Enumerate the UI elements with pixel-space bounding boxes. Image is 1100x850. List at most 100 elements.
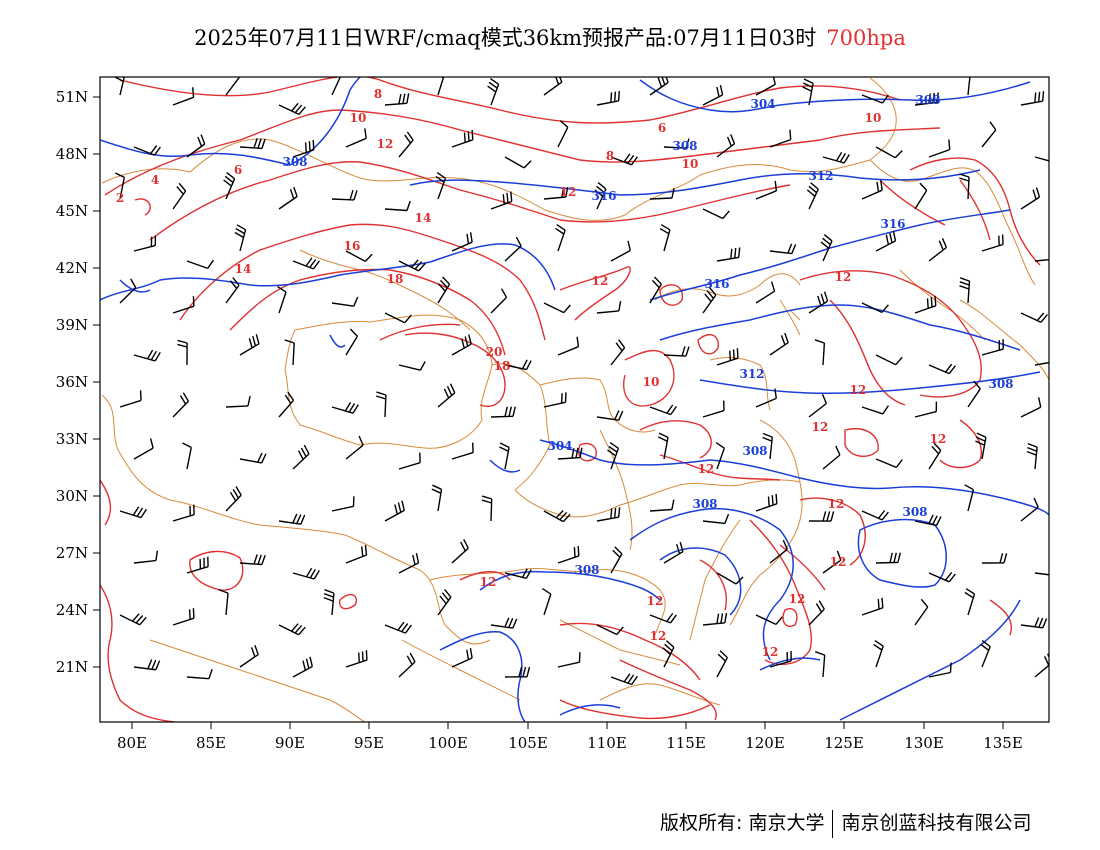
chart-title: 2025年07月11日WRF/cmaq模式36km预报产品:07月11日03时 7… (0, 22, 1100, 52)
wind-barb (437, 383, 456, 408)
temperature-label: 12 (830, 555, 847, 569)
wind-barb (345, 128, 367, 148)
temperature-label: 16 (344, 239, 361, 253)
temperature-label: 10 (350, 111, 367, 125)
wind-barb (663, 541, 684, 564)
wind-barb (663, 346, 690, 357)
wind-barb (806, 182, 819, 210)
lat-tick-label: 51N (56, 88, 88, 106)
wind-barb (808, 291, 829, 314)
temperature-label: 12 (812, 420, 829, 434)
wind-barb (542, 588, 552, 616)
wind-barb (225, 77, 240, 96)
wind-barb (980, 640, 991, 668)
wind-barb (557, 545, 580, 564)
lon-tick-label: 115E (666, 734, 706, 752)
wind-barb (822, 151, 850, 164)
temperature-label: 12 (835, 270, 852, 284)
wind-barb (981, 553, 1008, 564)
wind-barb (172, 392, 190, 418)
wind-barb (928, 571, 956, 583)
wind-barb (177, 339, 188, 366)
wind-barb (928, 139, 951, 158)
wind-barb (875, 552, 901, 564)
temperature-label: 20 (486, 345, 503, 359)
wind-barb (610, 240, 631, 262)
wind-barb (133, 550, 159, 564)
wind-barb (435, 172, 447, 200)
wind-barb (555, 224, 566, 252)
lat-tick-label: 33N (56, 430, 88, 448)
wind-barb (914, 182, 928, 210)
wind-barb (808, 600, 825, 626)
wind-barb (1034, 572, 1049, 576)
wind-barb (331, 402, 359, 414)
wind-barb (1020, 312, 1048, 323)
lat-tick-label: 39N (56, 316, 88, 334)
geopotential-label: 308 (915, 93, 940, 107)
lat-tick-label: 30N (56, 487, 88, 505)
lat-tick-label: 36N (56, 373, 88, 391)
wind-barb (861, 510, 889, 521)
wind-barb (755, 493, 778, 512)
wind-barb (861, 302, 889, 314)
temperature-label: 12 (480, 575, 497, 589)
wind-barb (218, 588, 229, 616)
borders-layer (101, 77, 1049, 722)
wind-barb (543, 77, 563, 96)
wind-barb (557, 652, 581, 668)
lon-tick-label: 135E (983, 734, 1023, 752)
wind-barb (967, 380, 981, 408)
wind-barb (762, 432, 773, 460)
temperature-label: 6 (234, 163, 242, 177)
wind-barb (1034, 156, 1049, 162)
temperature-label: 18 (494, 359, 511, 373)
wind-barb (292, 656, 313, 678)
wind-barb (649, 612, 677, 624)
temperature-label: 18 (387, 272, 404, 286)
wind-barb (119, 278, 137, 304)
wind-barb (384, 500, 405, 522)
wind-barb (398, 361, 426, 371)
wind-barb (481, 495, 493, 522)
temperature-label: 14 (235, 262, 252, 276)
wind-barb (543, 186, 569, 200)
lon-tick-label: 80E (117, 734, 147, 752)
wind-barb (239, 334, 260, 356)
wind-barb (769, 650, 792, 668)
wind-barb (596, 507, 621, 522)
wind-barb (331, 496, 355, 512)
wind-barb (755, 388, 777, 408)
geopotential-contours-layer (100, 77, 1049, 722)
temperature-label: 12 (789, 592, 806, 606)
copyright-right: 南京创蓝科技有限公司 (841, 812, 1032, 834)
wind-barb (490, 406, 516, 418)
wind-barb (172, 182, 187, 210)
wind-barb (802, 78, 814, 106)
wind-barb (663, 138, 690, 149)
geopotential-label: 308 (672, 139, 697, 153)
temperature-label: 4 (151, 173, 159, 187)
wind-barb (716, 650, 729, 678)
wind-barb (331, 189, 358, 201)
wind-barb (716, 134, 736, 158)
wind-barb (504, 666, 531, 678)
wind-barb (928, 363, 956, 375)
lat-tick-label: 42N (56, 259, 88, 277)
temperature-label: 6 (658, 121, 666, 135)
wind-barb (861, 597, 884, 616)
lat-axis: 51N 48N 45N 42N 39N 36N 33N 30N 27N 24N 21N (56, 88, 100, 676)
wind-barb (384, 621, 412, 634)
wind-barb (981, 121, 997, 148)
wind-barb (861, 94, 889, 104)
wind-barb (384, 200, 411, 212)
wind-barb (331, 296, 359, 307)
temperature-label: 12 (592, 274, 609, 288)
wind-barb (186, 668, 213, 680)
wind-barb (702, 400, 725, 418)
wind-barb (1020, 91, 1045, 106)
geopotential-label: 316 (880, 217, 905, 231)
wind-barb (114, 77, 126, 96)
wind-barb (119, 613, 147, 626)
wind-barb (1026, 442, 1038, 470)
